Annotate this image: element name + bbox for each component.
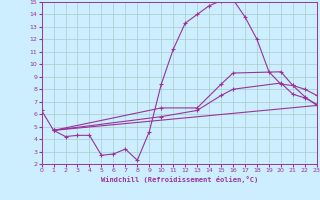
X-axis label: Windchill (Refroidissement éolien,°C): Windchill (Refroidissement éolien,°C) <box>100 176 258 183</box>
